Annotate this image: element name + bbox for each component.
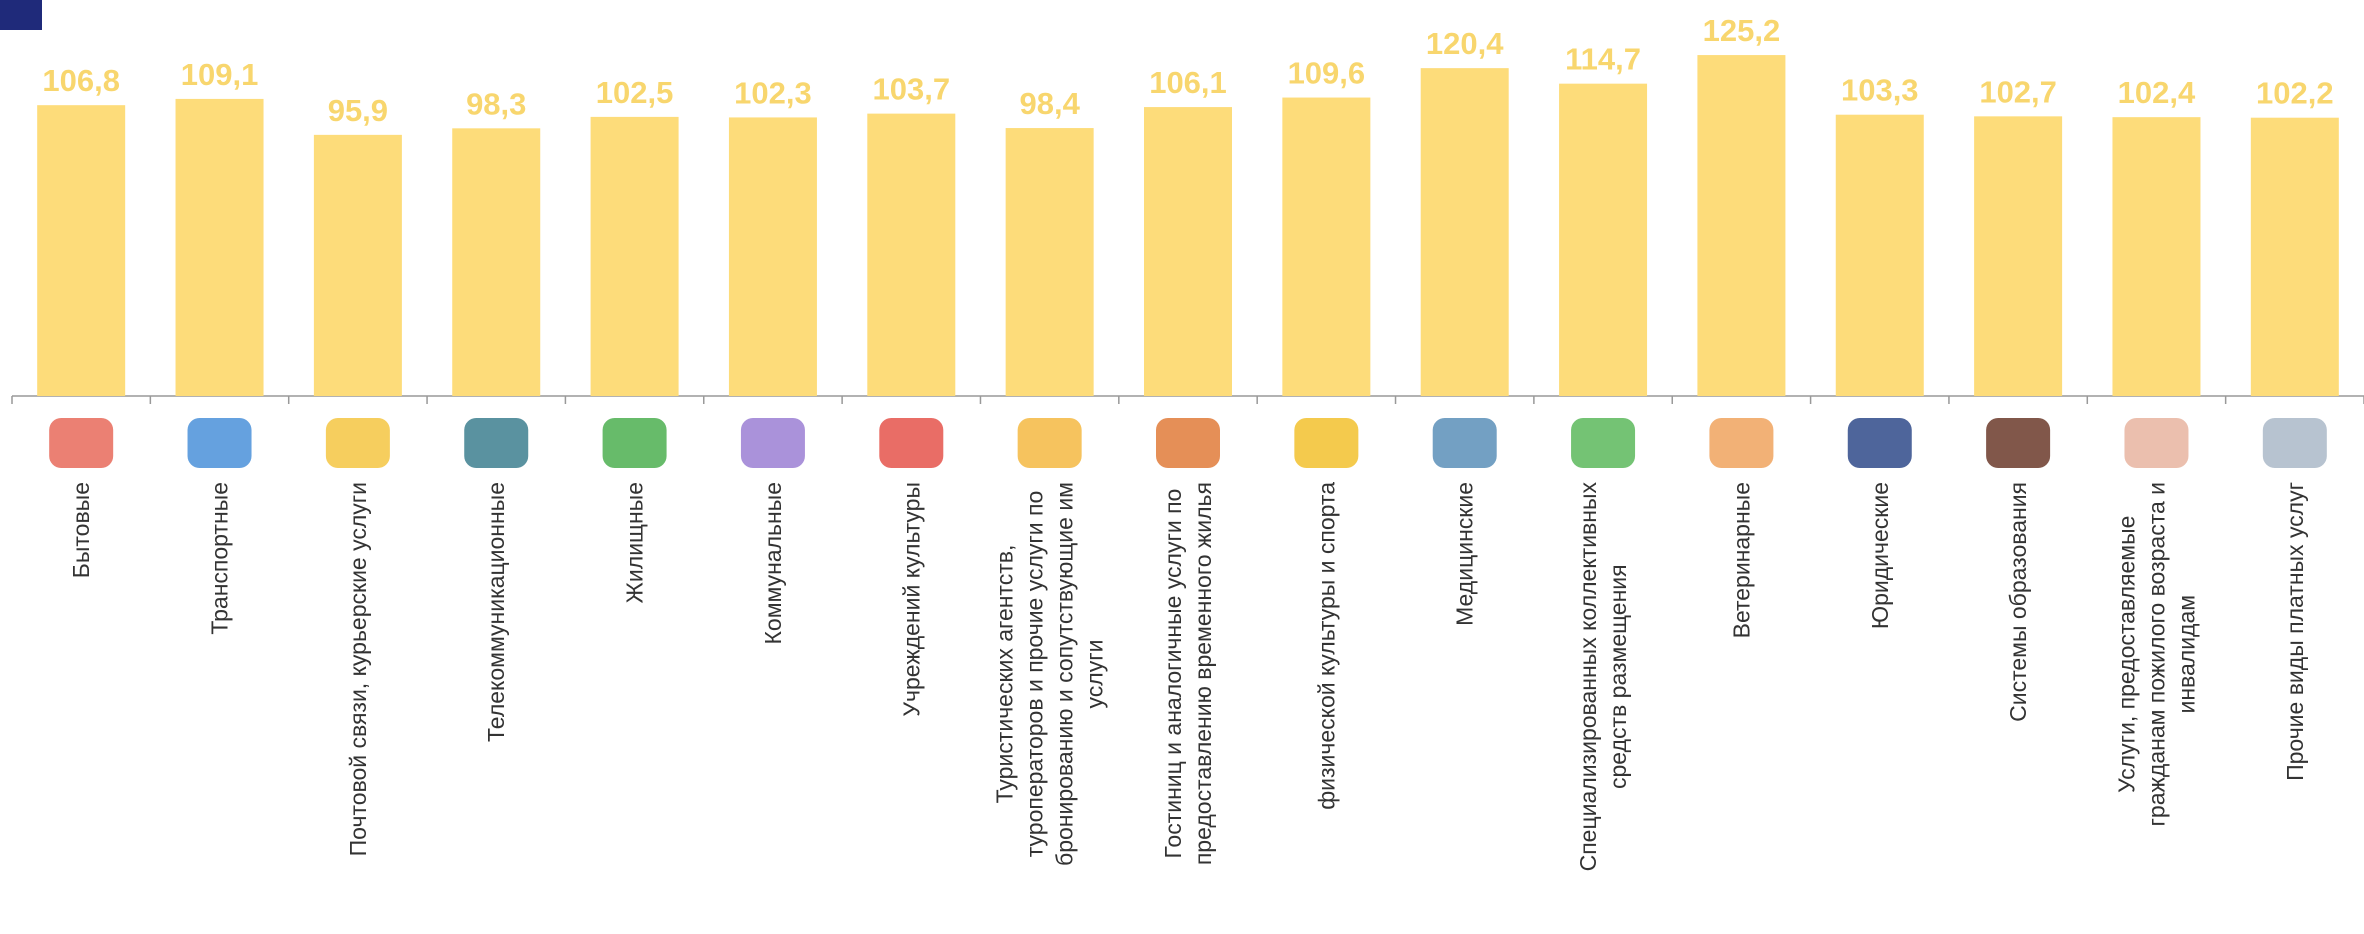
x-tick-label: Коммунальные xyxy=(760,482,786,645)
category-icon xyxy=(1571,418,1636,468)
category-icon xyxy=(1986,418,2051,468)
bar xyxy=(1005,128,1094,396)
category-icon xyxy=(1017,418,1082,468)
x-tick-label: Гостиниц и аналогичные услуги по предоста… xyxy=(1160,482,1216,865)
value-label: 125,2 xyxy=(1703,13,1781,48)
bar xyxy=(867,113,956,397)
x-tick-label: Жилищные xyxy=(622,482,648,603)
category-icon xyxy=(1847,418,1912,468)
bar xyxy=(37,105,126,396)
x-tick-label: Прочие виды платных услуг xyxy=(2282,482,2308,781)
value-label: 102,5 xyxy=(596,75,674,110)
x-tick-label: Специализированных коллективных средств р… xyxy=(1575,482,1631,872)
category-icon xyxy=(1294,418,1359,468)
value-label: 103,3 xyxy=(1841,73,1919,108)
x-tick-label: Туристических агентств, туроператоров и п… xyxy=(992,482,1108,866)
x-tick-label: Почтовой связи, курьерские услуги xyxy=(345,482,371,856)
x-tick-label: Системы образования xyxy=(2005,482,2031,722)
bar xyxy=(1420,68,1509,396)
category-icon xyxy=(325,418,390,468)
category-icon xyxy=(2262,418,2327,468)
value-label: 95,9 xyxy=(328,93,388,128)
corner-badge xyxy=(0,0,42,30)
bar xyxy=(728,117,817,396)
value-label: 114,7 xyxy=(1565,42,1641,77)
x-tick-label: Учреждений культуры xyxy=(898,482,924,717)
bar xyxy=(2250,117,2339,396)
bar xyxy=(1282,97,1371,396)
value-label: 98,4 xyxy=(1019,86,1080,121)
value-label: 109,6 xyxy=(1288,56,1366,91)
x-tick-label: Юридические xyxy=(1867,482,1893,629)
value-label: 109,1 xyxy=(181,57,259,92)
category-icon xyxy=(879,418,944,468)
value-label: 102,2 xyxy=(2256,76,2334,111)
x-tick-label: Телекоммуникационные xyxy=(483,482,509,742)
bar xyxy=(313,134,402,396)
x-tick-label: Ветеринарные xyxy=(1728,482,1754,638)
value-label: 102,4 xyxy=(2118,75,2196,110)
x-tick-label: Медицинские xyxy=(1452,482,1478,626)
category-icon xyxy=(187,418,252,468)
bar xyxy=(590,116,679,396)
x-tick-label: физической культуры и спорта xyxy=(1313,482,1339,810)
value-label: 103,7 xyxy=(873,72,951,107)
category-icon xyxy=(602,418,667,468)
bar xyxy=(175,98,264,397)
x-tick-label: Транспортные xyxy=(207,482,233,635)
bar xyxy=(2112,117,2201,396)
x-tick-label: Бытовые xyxy=(68,482,94,578)
x-tick-label: Услуги, предоставляемые гражданам пожилог… xyxy=(2113,482,2199,826)
value-label: 120,4 xyxy=(1426,26,1504,61)
category-icon xyxy=(740,418,805,468)
bar xyxy=(1144,107,1232,396)
category-icon xyxy=(464,418,529,468)
value-label: 106,1 xyxy=(1149,65,1227,100)
bar xyxy=(452,128,541,396)
bar xyxy=(1697,55,1786,396)
value-label: 102,3 xyxy=(734,75,812,110)
bar xyxy=(1835,114,1924,397)
category-icon xyxy=(2124,418,2189,468)
value-label: 98,3 xyxy=(466,86,526,121)
bar xyxy=(1559,83,1648,396)
category-icon xyxy=(49,418,114,468)
category-icon xyxy=(1156,418,1220,468)
category-icon xyxy=(1709,418,1774,468)
value-label: 102,7 xyxy=(1979,74,2057,109)
category-icon xyxy=(1432,418,1497,468)
bar xyxy=(1974,116,2063,396)
value-label: 106,8 xyxy=(42,63,120,98)
